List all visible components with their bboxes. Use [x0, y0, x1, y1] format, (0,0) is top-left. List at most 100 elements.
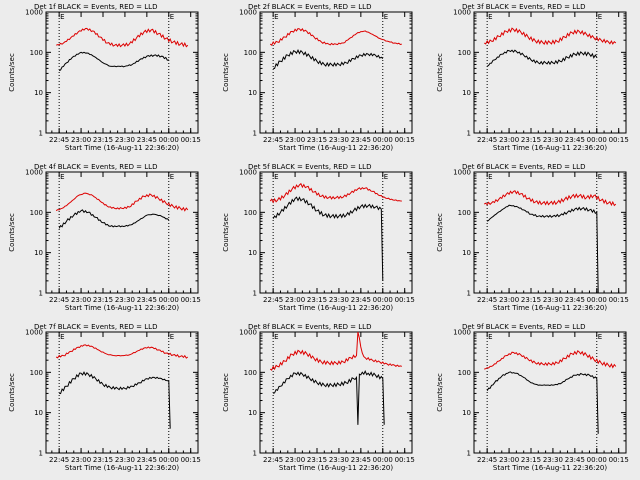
y-tick-label: 1000 [453, 329, 471, 337]
y-tick-label: 10 [462, 89, 471, 97]
chart-title: Det 4f BLACK = Events, RED = LLD [34, 163, 157, 171]
x-tick-label: 23:00 [285, 456, 305, 464]
events-series-line [273, 49, 384, 70]
chart-panel: Det 7f BLACK = Events, RED = LLD 1 10 100 10… [8, 323, 201, 472]
events-series-line [486, 371, 599, 434]
events-series-line [273, 369, 385, 425]
x-tick-label: 22:45 [263, 136, 283, 144]
x-tick-label: 23:30 [329, 456, 349, 464]
x-axis-label: Start Time (16-Aug-11 22:36:20) [493, 144, 607, 152]
x-tick-label: 00:15 [609, 296, 629, 304]
x-tick-label: 23:30 [543, 296, 563, 304]
x-tick-label: 23:45 [351, 296, 371, 304]
lld-series-line [483, 27, 617, 46]
x-tick-label: 22:45 [477, 136, 497, 144]
x-tick-label: 23:45 [351, 136, 371, 144]
lld-series-line [55, 344, 189, 359]
x-axis-label: Start Time (16-Aug-11 22:36:20) [279, 144, 393, 152]
x-tick-label: 00:00 [159, 456, 179, 464]
y-tick-label: 100 [30, 49, 43, 57]
chart-panel: Det 9f BLACK = Events, RED = LLD 1 10 100 10… [436, 323, 629, 472]
y-tick-label: 1000 [453, 9, 471, 17]
x-axis-label: Start Time (16-Aug-11 22:36:20) [493, 464, 607, 472]
y-tick-label: 1000 [239, 329, 257, 337]
marker-label: E [274, 13, 278, 21]
marker-label: E [60, 333, 64, 341]
y-axis-label: Counts/sec [8, 213, 16, 252]
marker-label: E [384, 13, 388, 21]
lld-series-line [269, 182, 402, 204]
x-tick-label: 23:00 [71, 456, 91, 464]
chart-title: Det 1f BLACK = Events, RED = LLD [34, 3, 157, 11]
x-tick-label: 22:45 [49, 136, 69, 144]
marker-label: E [274, 333, 278, 341]
x-tick-label: 23:00 [285, 296, 305, 304]
y-tick-label: 100 [244, 209, 257, 217]
chart-title: Det 2f BLACK = Events, RED = LLD [248, 3, 371, 11]
lld-series-line [55, 192, 189, 212]
y-tick-label: 1000 [239, 9, 257, 17]
x-tick-label: 23:45 [137, 456, 157, 464]
x-tick-label: 23:15 [521, 136, 541, 144]
y-axis-label: Counts/sec [436, 213, 444, 252]
y-tick-label: 1 [467, 290, 471, 298]
marker-label: E [60, 173, 64, 181]
lld-series-line [56, 27, 189, 48]
lld-series-line [483, 190, 617, 207]
chart-panel: Det 1f BLACK = Events, RED = LLD 1 10 100 10… [8, 3, 201, 152]
marker-label: E [598, 173, 602, 181]
marker-label: E [488, 173, 492, 181]
marker-label: E [170, 173, 174, 181]
x-axis-label: Start Time (16-Aug-11 22:36:20) [65, 464, 179, 472]
y-tick-label: 100 [244, 369, 257, 377]
y-tick-label: 100 [458, 49, 471, 57]
y-tick-label: 100 [244, 49, 257, 57]
x-tick-label: 00:00 [159, 296, 179, 304]
x-tick-label: 00:00 [159, 136, 179, 144]
x-tick-label: 23:30 [329, 296, 349, 304]
x-tick-label: 23:15 [307, 296, 327, 304]
y-axis-label: Counts/sec [8, 373, 16, 412]
x-tick-label: 23:15 [93, 136, 113, 144]
y-tick-label: 10 [248, 249, 257, 257]
plot-frame [45, 331, 199, 454]
x-tick-label: 22:45 [49, 296, 69, 304]
lld-series-line [484, 349, 617, 370]
x-axis-label: Start Time (16-Aug-11 22:36:20) [65, 144, 179, 152]
marker-label: E [598, 333, 602, 341]
plot-frame [45, 171, 199, 294]
plot-frame [259, 11, 413, 134]
x-tick-label: 23:30 [543, 136, 563, 144]
x-tick-label: 23:00 [71, 136, 91, 144]
plot-frame [259, 331, 413, 454]
chart-panel: Det 5f BLACK = Events, RED = LLD 1 10 100 10… [222, 163, 415, 312]
y-axis-label: Counts/sec [436, 53, 444, 92]
x-axis-label: Start Time (16-Aug-11 22:36:20) [279, 464, 393, 472]
x-tick-label: 00:00 [587, 296, 607, 304]
x-tick-label: 23:45 [351, 456, 371, 464]
y-tick-label: 10 [462, 249, 471, 257]
chart-title: Det 9f BLACK = Events, RED = LLD [462, 323, 585, 331]
marker-label: E [170, 333, 174, 341]
y-axis-label: Counts/sec [222, 53, 230, 92]
y-tick-label: 1 [39, 290, 43, 298]
x-tick-label: 00:15 [181, 136, 201, 144]
x-tick-label: 00:15 [181, 456, 201, 464]
x-axis-label: Start Time (16-Aug-11 22:36:20) [279, 304, 393, 312]
y-tick-label: 10 [34, 249, 43, 257]
y-tick-label: 1 [253, 450, 257, 458]
marker-label: E [488, 13, 492, 21]
x-tick-label: 23:15 [93, 296, 113, 304]
y-tick-label: 1 [467, 130, 471, 138]
plot-frame [45, 11, 199, 134]
plot-frame [473, 331, 627, 454]
chart-panel: Det 8f BLACK = Events, RED = LLD 1 10 100 10… [222, 323, 415, 472]
events-series-line [486, 204, 599, 294]
chart-title: Det 6f BLACK = Events, RED = LLD [462, 163, 585, 171]
x-tick-label: 23:15 [93, 456, 113, 464]
marker-label: E [598, 13, 602, 21]
x-tick-label: 23:00 [285, 136, 305, 144]
y-tick-label: 1 [253, 130, 257, 138]
x-tick-label: 23:00 [499, 296, 519, 304]
